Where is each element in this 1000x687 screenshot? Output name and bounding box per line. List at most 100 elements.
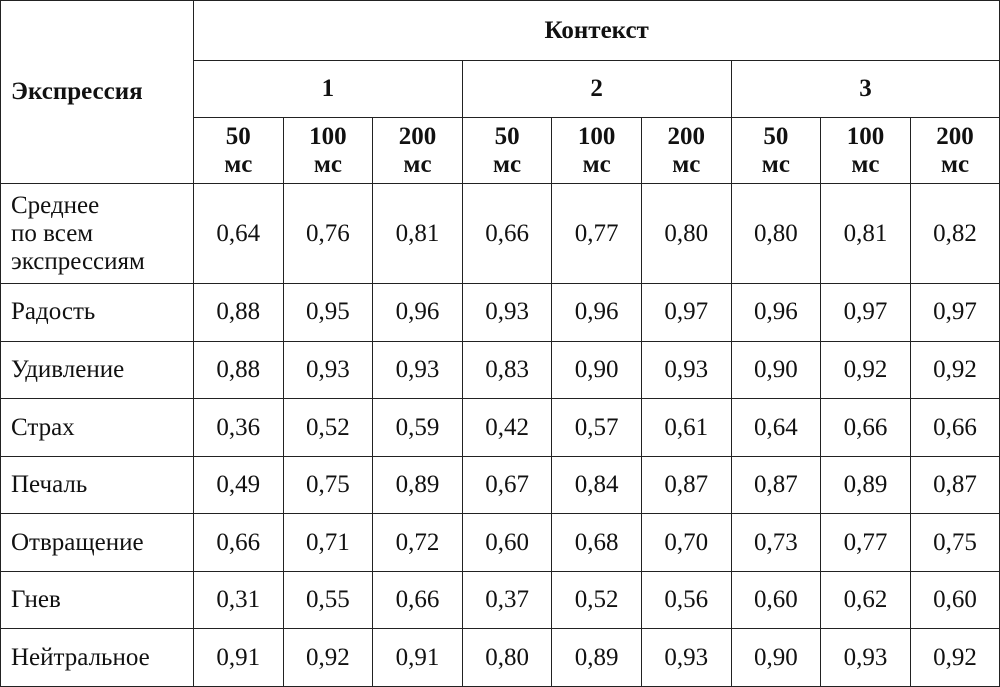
value-cell: 0,96 [372, 283, 463, 342]
row-label: Среднее по всем экспрессиям [0, 183, 194, 285]
duration-text: 200 [398, 122, 437, 150]
value-cell: 0,52 [282, 398, 374, 457]
value-cell: 0,60 [909, 570, 1000, 630]
value-cell: 0,80 [730, 183, 822, 285]
corner-header: Экспрессия [0, 0, 194, 185]
data-row: Отвращение 0,66 0,71 0,72 0,60 0,68 0,70 0,73 0,… [0, 513, 1000, 572]
value-cell: 0,93 [461, 283, 553, 342]
value-cell: 0,67 [461, 455, 553, 515]
duration-header: 200 мс [372, 117, 463, 185]
duration-header: 50 мс [730, 117, 822, 185]
value-cell: 0,76 [282, 183, 374, 285]
row-label-text: Гнев [11, 586, 61, 614]
value-cell: 0,89 [551, 628, 642, 687]
value-cell: 0,57 [551, 398, 642, 457]
value-cell: 0,92 [820, 340, 911, 400]
duration-text: мс [224, 150, 253, 178]
duration-text: мс [851, 150, 880, 178]
row-label-text: Радость [11, 298, 96, 326]
value-cell: 0,75 [282, 455, 374, 515]
duration-text: мс [403, 150, 432, 178]
value-cell: 0,97 [640, 283, 732, 342]
duration-text: 200 [936, 122, 974, 150]
value-cell: 0,77 [820, 513, 911, 572]
value-cell: 0,90 [730, 340, 822, 400]
duration-text: 100 [846, 122, 885, 150]
value-cell: 0,56 [640, 570, 732, 630]
value-cell: 0,88 [193, 340, 284, 400]
value-cell: 0,91 [193, 628, 284, 687]
data-row: Печаль 0,49 0,75 0,89 0,67 0,84 0,87 0,87 0,89 0,… [0, 455, 1000, 515]
value-cell: 0,72 [372, 513, 463, 572]
duration-header: 200 мс [640, 117, 732, 185]
duration-text: мс [493, 150, 522, 178]
row-label-text: Удивление [11, 355, 125, 383]
value-cell: 0,92 [909, 628, 1000, 687]
value-cell: 0,61 [640, 398, 732, 457]
value-cell: 0,89 [820, 455, 911, 515]
value-cell: 0,49 [193, 455, 284, 515]
value-cell: 0,36 [193, 398, 284, 457]
value-cell: 0,55 [282, 570, 374, 630]
duration-text: мс [761, 150, 790, 178]
value-cell: 0,93 [640, 628, 732, 687]
value-cell: 0,80 [640, 183, 732, 285]
value-cell: 0,66 [909, 398, 1000, 457]
value-cell: 0,91 [372, 628, 463, 687]
value-cell: 0,82 [909, 183, 1000, 285]
value-cell: 0,64 [193, 183, 284, 285]
value-cell: 0,59 [372, 398, 463, 457]
value-cell: 0,81 [372, 183, 463, 285]
value-cell: 0,93 [372, 340, 463, 400]
value-cell: 0,96 [730, 283, 822, 342]
row-label-text: Печаль [11, 471, 88, 499]
value-cell: 0,66 [193, 513, 284, 572]
row-label: Страх [0, 398, 194, 457]
value-cell: 0,68 [551, 513, 642, 572]
row-label-text: экспрессиям [11, 247, 145, 275]
value-cell: 0,31 [193, 570, 284, 630]
data-row: Нейтральное 0,91 0,92 0,91 0,80 0,89 0,93 0,90 0… [0, 628, 1000, 687]
duration-text: 100 [309, 122, 347, 150]
value-cell: 0,92 [909, 340, 1000, 400]
value-cell: 0,73 [730, 513, 822, 572]
duration-text: 50 [225, 122, 251, 150]
value-cell: 0,60 [730, 570, 822, 630]
value-cell: 0,66 [820, 398, 911, 457]
value-cell: 0,92 [282, 628, 374, 687]
duration-header: 100 мс [282, 117, 374, 185]
value-cell: 0,93 [282, 340, 374, 400]
value-cell: 0,97 [820, 283, 911, 342]
value-cell: 0,93 [640, 340, 732, 400]
data-row: Среднее по всем экспрессиям 0,64 0,76 0,81 0,6… [0, 183, 1000, 285]
value-cell: 0,80 [461, 628, 553, 687]
duration-text: 200 [667, 122, 706, 150]
duration-text: мс [582, 150, 611, 178]
value-cell: 0,90 [730, 628, 822, 687]
row-label-text: по всем [11, 219, 94, 247]
data-row: Удивление 0,88 0,93 0,93 0,83 0,90 0,93 0,90 0,9… [0, 340, 1000, 400]
row-label: Нейтральное [0, 628, 194, 687]
duration-header: 50 мс [193, 117, 284, 185]
duration-header: 100 мс [551, 117, 642, 185]
duration-text: мс [940, 150, 970, 178]
value-cell: 0,42 [461, 398, 553, 457]
duration-text: 100 [577, 122, 616, 150]
value-cell: 0,60 [461, 513, 553, 572]
header-row: 50 мс 100 мс 200 мс 50 мс 100 мс 200 мс 50 мс 100 мс 200… [1, 117, 1000, 185]
row-label-text: Нейтральное [11, 643, 150, 671]
value-cell: 0,52 [551, 570, 642, 630]
data-row: Радость 0,88 0,95 0,96 0,93 0,96 0,97 0,96 0,97 0… [0, 283, 1000, 342]
row-label-text: Среднее [11, 191, 100, 219]
duration-header: 50 мс [461, 117, 553, 185]
value-cell: 0,66 [461, 183, 553, 285]
value-cell: 0,87 [640, 455, 732, 515]
value-cell: 0,95 [282, 283, 374, 342]
value-cell: 0,66 [372, 570, 463, 630]
value-cell: 0,75 [909, 513, 1000, 572]
context-header: 2 [461, 60, 732, 119]
row-label: Удивление [0, 340, 194, 400]
value-cell: 0,88 [193, 283, 284, 342]
